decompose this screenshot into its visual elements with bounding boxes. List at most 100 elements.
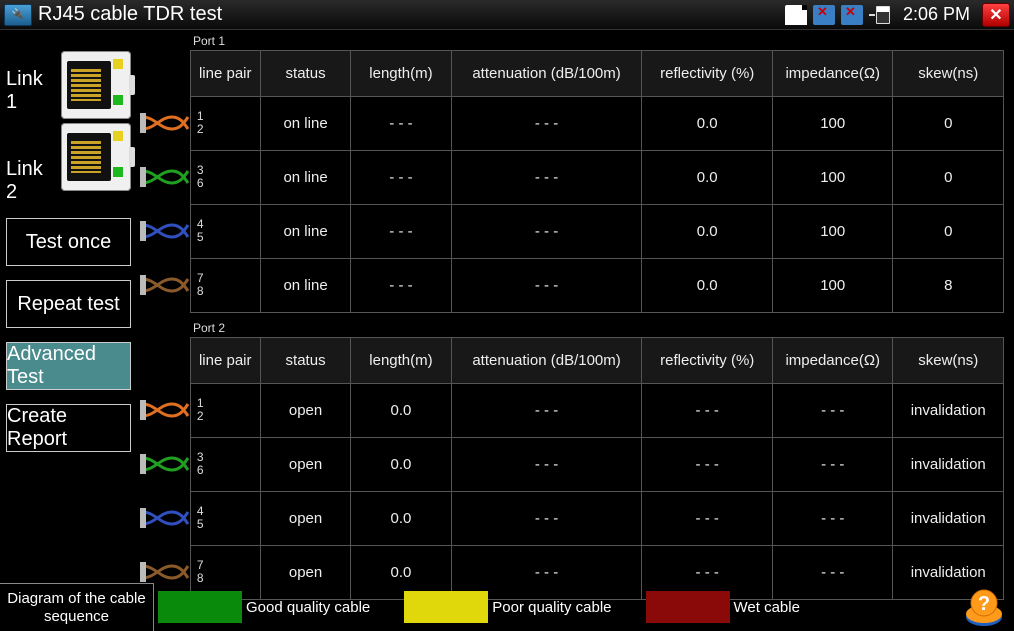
cell-imp: - - - <box>772 438 893 492</box>
table-row: on line- - -- - -0.01000 <box>190 205 1003 259</box>
cell-imp: 100 <box>772 97 893 151</box>
table-row: on line- - -- - -0.01000 <box>190 151 1003 205</box>
cell-skew: 0 <box>893 151 1004 205</box>
cell-refl: 0.0 <box>642 151 773 205</box>
col-status: status <box>260 51 350 97</box>
port1-label: Port 1 <box>137 34 1004 48</box>
cell-refl: 0.0 <box>642 259 773 313</box>
battery-icon <box>869 5 891 25</box>
port2-block: 12 36 45 78 line pair status length(m) a… <box>137 337 1004 600</box>
cell-imp: 100 <box>772 259 893 313</box>
wire-pair-icon: 78 <box>137 258 190 312</box>
port1-table: line pair status length(m) attenuation (… <box>190 50 1004 313</box>
sd-card-icon <box>785 5 807 25</box>
rj45-port-2-icon <box>61 123 131 191</box>
wire-pair-numbers: 36 <box>197 451 204 477</box>
col-skew: skew(ns) <box>893 51 1004 97</box>
col-length: length(m) <box>351 51 451 97</box>
cell-refl: - - - <box>642 492 773 546</box>
table-row: open0.0- - -- - -- - -invalidation <box>190 492 1003 546</box>
col-line-pair: line pair <box>190 338 260 384</box>
wire-pair-numbers: 78 <box>197 559 204 585</box>
legend-label-wet: Wet cable <box>734 599 830 616</box>
cell-status: open <box>260 492 350 546</box>
cell-length: - - - <box>351 151 451 205</box>
cell-skew: invalidation <box>893 384 1004 438</box>
cell-refl: - - - <box>642 384 773 438</box>
cell-status: open <box>260 384 350 438</box>
cell-atten: - - - <box>451 384 642 438</box>
col-length: length(m) <box>351 338 451 384</box>
rj45-port-1-icon <box>61 51 131 119</box>
app-icon: 🔌 <box>4 4 32 26</box>
cell-refl: - - - <box>642 438 773 492</box>
cell-status: on line <box>260 97 350 151</box>
cell-skew: invalidation <box>893 492 1004 546</box>
cell-atten: - - - <box>451 259 642 313</box>
cell-atten: - - - <box>451 492 642 546</box>
wire-pair-numbers: 12 <box>197 110 204 136</box>
legend-label-poor: Poor quality cable <box>492 599 641 616</box>
port1-wire-diagram: 12 36 45 78 <box>137 50 190 313</box>
col-skew: skew(ns) <box>893 338 1004 384</box>
cell-atten: - - - <box>451 97 642 151</box>
wire-pair-icon: 12 <box>137 383 190 437</box>
cell-length: 0.0 <box>351 492 451 546</box>
port2-table: line pair status length(m) attenuation (… <box>190 337 1004 600</box>
legend: Diagram of the cable sequence Good quali… <box>0 583 1014 631</box>
cell-atten: - - - <box>451 205 642 259</box>
wire-pair-numbers: 12 <box>197 397 204 423</box>
cell-length: - - - <box>351 205 451 259</box>
cell-atten: - - - <box>451 151 642 205</box>
table-row: open0.0- - -- - -- - -invalidation <box>190 438 1003 492</box>
legend-swatch-poor <box>404 591 488 623</box>
create-report-button[interactable]: Create Report <box>6 404 131 452</box>
link1-label: Link 1 <box>6 68 55 114</box>
status-icons <box>785 5 891 25</box>
sidebar: Link 1 Link 2 Test once Repeat test Adva… <box>0 30 137 583</box>
wire-pair-numbers: 78 <box>197 272 204 298</box>
port1-block: 12 36 45 78 line pair status length(m) a… <box>137 50 1004 313</box>
help-button[interactable]: ? <box>964 587 1004 627</box>
cell-status: on line <box>260 259 350 313</box>
link2-label: Link 2 <box>6 158 55 204</box>
legend-swatch-wet <box>646 591 730 623</box>
cell-length: 0.0 <box>351 438 451 492</box>
port2-wire-diagram: 12 36 45 78 <box>137 337 190 600</box>
col-reflectivity: reflectivity (%) <box>642 51 773 97</box>
legend-swatch-good <box>158 591 242 623</box>
col-impedance: impedance(Ω) <box>772 338 893 384</box>
cell-length: 0.0 <box>351 384 451 438</box>
table-row: open0.0- - -- - -- - -invalidation <box>190 384 1003 438</box>
cell-status: on line <box>260 151 350 205</box>
wire-pair-icon: 45 <box>137 204 190 258</box>
cell-length: - - - <box>351 97 451 151</box>
wire-pair-icon: 12 <box>137 96 190 150</box>
close-button[interactable]: ✕ <box>982 3 1010 27</box>
network-1-disabled-icon <box>813 5 835 25</box>
cell-skew: invalidation <box>893 438 1004 492</box>
wire-pair-numbers: 45 <box>197 218 204 244</box>
cell-refl: 0.0 <box>642 205 773 259</box>
cell-skew: 0 <box>893 97 1004 151</box>
cell-refl: 0.0 <box>642 97 773 151</box>
table-row: on line- - -- - -0.01000 <box>190 97 1003 151</box>
cell-skew: 8 <box>893 259 1004 313</box>
col-status: status <box>260 338 350 384</box>
legend-label-good: Good quality cable <box>246 599 400 616</box>
network-2-disabled-icon <box>841 5 863 25</box>
clock: 2:06 PM <box>903 4 970 25</box>
app-title: RJ45 cable TDR test <box>38 3 779 26</box>
col-reflectivity: reflectivity (%) <box>642 338 773 384</box>
port2-label: Port 2 <box>137 321 1004 335</box>
test-once-button[interactable]: Test once <box>6 218 131 266</box>
col-impedance: impedance(Ω) <box>772 51 893 97</box>
titlebar: 🔌 RJ45 cable TDR test 2:06 PM ✕ <box>0 0 1014 30</box>
wire-pair-icon: 45 <box>137 491 190 545</box>
wire-pair-numbers: 36 <box>197 164 204 190</box>
cell-skew: 0 <box>893 205 1004 259</box>
repeat-test-button[interactable]: Repeat test <box>6 280 131 328</box>
table-row: on line- - -- - -0.01008 <box>190 259 1003 313</box>
advanced-test-button[interactable]: Advanced Test <box>6 342 131 390</box>
main-content: Port 1 12 36 45 78 line pair status leng… <box>137 30 1014 583</box>
